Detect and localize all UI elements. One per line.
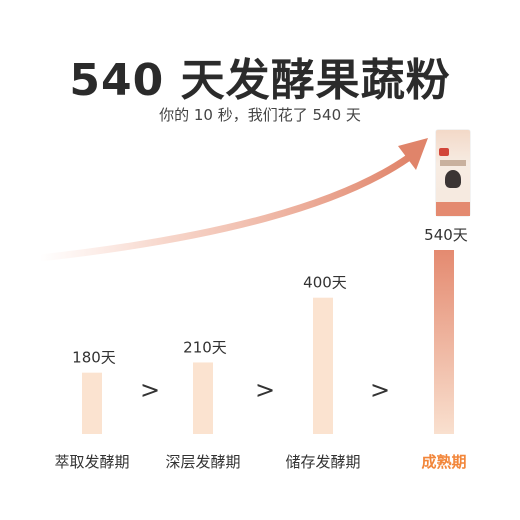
bar-3 (313, 297, 333, 434)
packet-bottom-band (436, 202, 470, 216)
stage-separator-3: > (370, 376, 390, 404)
bar-4 (434, 250, 454, 434)
bar-1 (82, 372, 102, 434)
bar-value-label-1: 180天 (72, 349, 116, 367)
page-title: 540 天发酵果蔬粉 (69, 55, 451, 106)
category-label-3: 储存发酵期 (285, 453, 360, 471)
bar-value-label-2: 210天 (183, 338, 227, 356)
bar-value-label-3: 400天 (303, 274, 347, 292)
bar-value-label-4: 540天 (424, 226, 468, 244)
brand-logo-icon (439, 148, 449, 156)
category-label-4: 成熟期 (421, 453, 466, 471)
page-subtitle: 你的 10 秒，我们花了 540 天 (159, 106, 361, 124)
stage-separator-1: > (140, 376, 160, 404)
product-packet-image (436, 130, 470, 216)
category-label-2: 深层发酵期 (165, 453, 240, 471)
packet-figure-icon (445, 170, 461, 188)
stage-separator-2: > (255, 376, 275, 404)
bar-2 (193, 362, 213, 434)
packet-label-stripe (440, 160, 466, 166)
growth-arrow-shaft (36, 154, 412, 262)
category-label-1: 萃取发酵期 (54, 453, 129, 471)
growth-arrow-head (398, 138, 428, 170)
